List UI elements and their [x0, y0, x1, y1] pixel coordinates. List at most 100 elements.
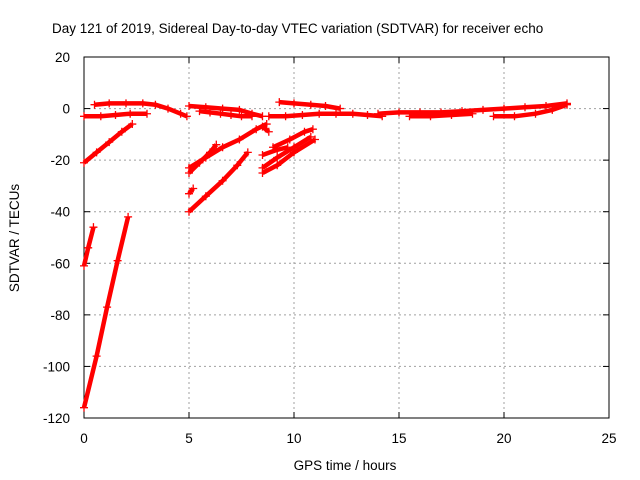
- series-arc-13: [258, 143, 292, 159]
- data-series: [80, 98, 571, 412]
- data-point: [143, 109, 151, 118]
- series-arc-9: [185, 184, 198, 198]
- x-axis-label: GPS time / hours: [294, 458, 397, 473]
- series-line: [82, 122, 134, 165]
- series-arc-6: [185, 101, 267, 121]
- series-arc-5: [90, 99, 191, 121]
- data-point: [447, 111, 456, 120]
- series-arc-4: [80, 109, 151, 121]
- data-point: [80, 261, 88, 270]
- data-point: [405, 112, 414, 121]
- data-point: [80, 158, 88, 167]
- y-tick-label: 0: [62, 102, 70, 117]
- data-point: [275, 98, 284, 107]
- series-arc-1: [80, 212, 133, 412]
- series-line: [187, 187, 195, 196]
- series-line: [261, 124, 271, 134]
- y-tick-label: -20: [50, 153, 70, 168]
- data-point: [216, 109, 225, 118]
- x-tick-label: 15: [391, 431, 406, 446]
- data-point: [273, 153, 282, 162]
- data-point: [105, 99, 114, 108]
- data-point: [273, 161, 282, 170]
- data-point: [248, 112, 256, 121]
- data-point: [128, 120, 137, 129]
- data-point: [332, 109, 340, 118]
- data-point: [264, 112, 273, 121]
- data-point: [336, 104, 345, 113]
- series-arc-8: [185, 120, 271, 172]
- series-arc-21: [489, 100, 571, 121]
- y-axis-label: SDTVAR / TECUs: [7, 184, 22, 293]
- data-point: [138, 99, 147, 108]
- data-point: [542, 101, 550, 110]
- data-point: [510, 112, 519, 121]
- data-point: [227, 111, 235, 120]
- y-tick-label: -100: [43, 359, 70, 374]
- data-point: [176, 109, 185, 118]
- series-arc-15: [258, 135, 319, 178]
- data-point: [262, 120, 271, 129]
- data-point: [218, 143, 227, 152]
- data-point: [92, 352, 101, 361]
- data-point: [363, 111, 372, 120]
- x-axis: 0 5 10 15 20 25: [80, 57, 617, 446]
- y-tick-label: -60: [50, 256, 70, 271]
- data-point: [298, 111, 307, 120]
- data-point: [80, 403, 88, 412]
- data-point: [218, 176, 227, 185]
- data-point: [500, 104, 508, 113]
- data-point: [235, 105, 244, 114]
- data-point: [237, 112, 246, 121]
- grid-lines: [84, 57, 609, 418]
- data-point: [122, 99, 130, 108]
- data-point: [395, 108, 403, 117]
- data-point: [258, 150, 267, 159]
- data-point: [315, 109, 324, 118]
- data-point: [290, 99, 298, 108]
- x-tick-label: 25: [601, 431, 616, 446]
- data-point: [300, 127, 309, 136]
- data-point: [201, 153, 210, 162]
- data-point: [290, 148, 298, 157]
- data-point: [281, 112, 290, 121]
- data-point: [233, 161, 242, 170]
- series-arc-18: [264, 109, 387, 121]
- series-line: [409, 111, 473, 119]
- data-point: [206, 108, 214, 117]
- data-point: [468, 109, 477, 118]
- series-arc-11: [195, 107, 256, 121]
- series-line: [261, 134, 312, 170]
- data-point: [258, 122, 267, 131]
- y-tick-label: 20: [55, 50, 70, 65]
- data-point: [563, 100, 571, 109]
- plot-frame: [83, 56, 610, 419]
- data-point: [164, 104, 172, 113]
- y-axis: 20 0 -20 -40 -60 -80 -100 -120: [43, 50, 609, 426]
- series-arc-3: [80, 120, 137, 167]
- data-point: [105, 138, 114, 147]
- data-point: [243, 148, 252, 157]
- data-point: [84, 243, 93, 252]
- data-point: [103, 303, 112, 312]
- data-point: [195, 107, 204, 116]
- data-point: [92, 148, 101, 157]
- data-point: [124, 212, 133, 221]
- data-point: [151, 100, 160, 109]
- data-point: [113, 256, 122, 265]
- data-point: [185, 207, 193, 216]
- data-point: [426, 112, 435, 121]
- data-point: [235, 135, 244, 144]
- data-point: [258, 169, 267, 178]
- data-point: [89, 223, 98, 232]
- data-point: [374, 109, 382, 118]
- series-arc-20: [405, 109, 477, 121]
- data-point: [311, 135, 319, 144]
- series-arc-12: [258, 122, 273, 136]
- x-tick-label: 0: [80, 431, 88, 446]
- series-line: [272, 127, 314, 150]
- data-point: [264, 127, 273, 136]
- data-point: [548, 105, 557, 114]
- series-arc-10: [185, 148, 252, 216]
